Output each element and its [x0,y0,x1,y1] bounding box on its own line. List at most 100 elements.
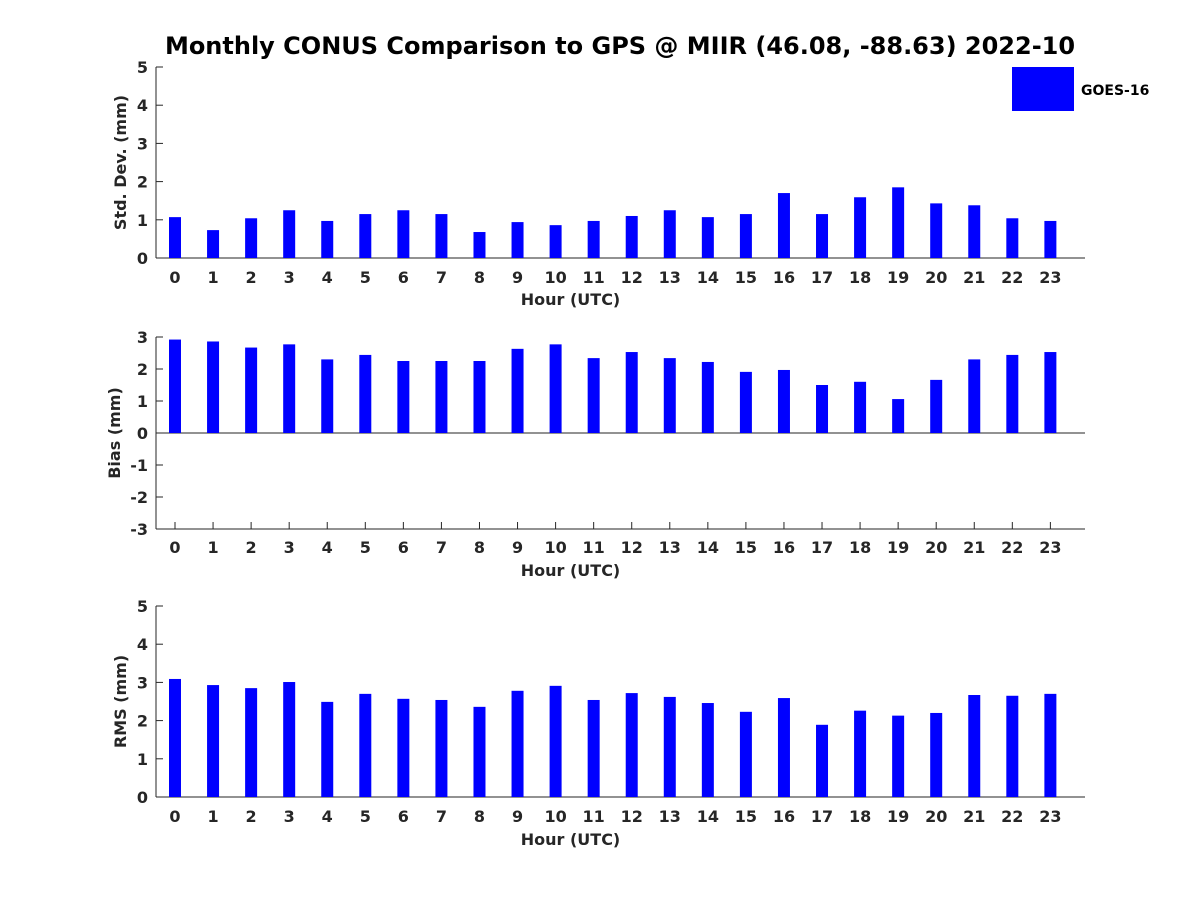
rms-y-tick-label: 3 [137,673,148,692]
bias-x-tick-label: 2 [246,538,257,557]
bias-bar-hour-9 [511,348,524,433]
stddev-y-tick-label: 1 [137,211,148,230]
stddev-x-tick-label: 9 [512,268,523,287]
rms-bar-hour-16 [777,698,790,797]
bias-y-tick-label: -3 [130,520,148,539]
rms-bar-hour-14 [701,703,714,797]
bias-bar-hour-15 [739,371,752,433]
bias-bar-hour-19 [892,399,905,433]
rms-x-tick-label: 23 [1039,807,1061,826]
stddev-bar-hour-19 [892,187,905,258]
rms-bar-hour-19 [892,715,905,797]
bias-x-tick-label: 7 [436,538,447,557]
stddev-bar-hour-18 [854,197,867,258]
rms-x-tick-label: 3 [284,807,295,826]
rms-bar-hour-11 [587,699,600,797]
bias-x-tick-label: 12 [621,538,643,557]
rms-y-tick-label: 5 [137,597,148,616]
rms-x-tick-label: 12 [621,807,643,826]
bias-bar-hour-20 [930,379,943,433]
bias-x-tick-label: 4 [322,538,333,557]
stddev-bar-hour-2 [245,218,258,258]
rms-bar-hour-7 [435,699,448,797]
rms-x-tick-label: 8 [474,807,485,826]
rms-bar-hour-10 [549,685,562,797]
bias-x-tick-label: 23 [1039,538,1061,557]
bias-x-tick-label: 16 [773,538,795,557]
stddev-bar-hour-15 [739,214,752,258]
stddev-x-tick-label: 17 [811,268,833,287]
bias-bar-hour-12 [625,352,638,433]
bias-y-tick-label: 3 [137,328,148,347]
stddev-x-tick-label: 3 [284,268,295,287]
bias-bar-hour-11 [587,358,600,433]
stddev-bar-hour-9 [511,222,524,258]
rms-x-tick-label: 6 [398,807,409,826]
bias-y-tick-label: 0 [137,424,148,443]
stddev-x-tick-label: 19 [887,268,909,287]
bias-bar-hour-17 [816,385,829,433]
stddev-x-tick-label: 5 [360,268,371,287]
bias-x-tick-label: 15 [735,538,757,557]
bias-x-tick-label: 10 [544,538,566,557]
bias-x-tick-label: 9 [512,538,523,557]
bias-bar-hour-13 [663,358,676,433]
bias-x-tick-label: 1 [207,538,218,557]
stddev-x-tick-label: 23 [1039,268,1061,287]
stddev-bar-hour-10 [549,225,562,258]
stddev-x-tick-label: 22 [1001,268,1023,287]
stddev-x-tick-label: 12 [621,268,643,287]
rms-bar-hour-22 [1006,695,1019,797]
bias-x-tick-label: 6 [398,538,409,557]
stddev-y-tick-label: 5 [137,58,148,77]
stddev-y-axis-label: Std. Dev. (mm) [111,95,130,230]
stddev-x-tick-label: 18 [849,268,871,287]
stddev-bar-hour-23 [1044,220,1057,258]
rms-x-tick-label: 17 [811,807,833,826]
stddev-x-tick-label: 1 [207,268,218,287]
bias-bar-hour-10 [549,344,562,433]
stddev-x-tick-label: 14 [697,268,719,287]
bias-x-tick-label: 5 [360,538,371,557]
stddev-bar-hour-0 [169,217,181,258]
rms-bar-hour-8 [473,706,486,797]
rms-x-tick-label: 19 [887,807,909,826]
chart-title: Monthly CONUS Comparison to GPS @ MIIR (… [165,32,1075,60]
stddev-y-tick-label: 0 [137,249,148,268]
rms-y-tick-label: 4 [137,635,148,654]
stddev-x-tick-label: 8 [474,268,485,287]
rms-x-tick-label: 18 [849,807,871,826]
rms-bar-hour-2 [245,688,258,797]
rms-bar-hour-20 [930,712,943,797]
stddev-bar-hour-4 [321,220,334,258]
rms-x-tick-label: 22 [1001,807,1023,826]
rms-x-tick-label: 20 [925,807,947,826]
stddev-x-tick-label: 6 [398,268,409,287]
bias-x-tick-label: 13 [659,538,681,557]
bias-x-tick-label: 11 [583,538,605,557]
legend-label: GOES-16 [1081,83,1149,99]
rms-bar-hour-0 [169,678,181,797]
bias-bar-hour-7 [435,361,448,433]
rms-x-tick-label: 15 [735,807,757,826]
bias-bar-hour-14 [701,361,714,433]
legend: GOES-16 [1012,67,1149,111]
stddev-x-tick-label: 7 [436,268,447,287]
rms-y-tick-label: 2 [137,712,148,731]
rms-bar-hour-13 [663,696,676,797]
rms-x-tick-label: 9 [512,807,523,826]
bias-bar-hour-5 [359,354,372,433]
stddev-bar-hour-14 [701,217,714,258]
stddev-bar-hour-21 [968,205,981,258]
stddev-bar-hour-6 [397,210,410,258]
rms-x-tick-label: 2 [246,807,257,826]
bias-x-axis-label: Hour (UTC) [521,561,621,580]
bias-y-tick-label: -1 [130,456,148,475]
stddev-x-tick-label: 2 [246,268,257,287]
bias-bar-hour-1 [207,341,220,433]
rms-x-tick-label: 4 [322,807,333,826]
bias-bar-hour-3 [283,344,296,433]
